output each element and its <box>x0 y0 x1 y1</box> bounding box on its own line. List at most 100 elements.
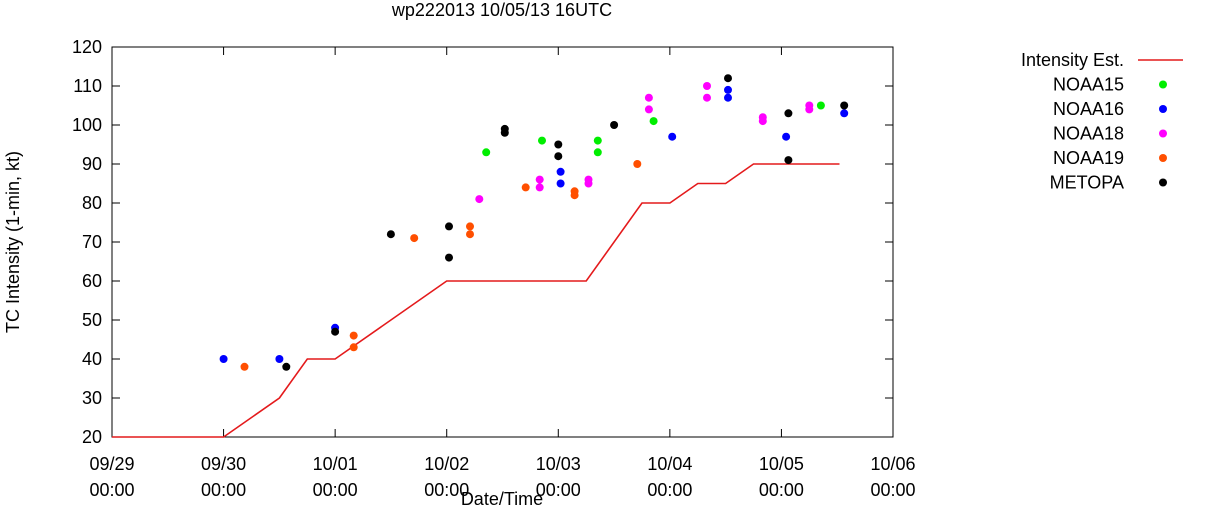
noaa15-point <box>593 148 602 157</box>
noaa15-point <box>593 136 602 145</box>
legend-label: Intensity Est. <box>1021 50 1124 70</box>
legend-item-noaa16: NOAA16 <box>1053 99 1167 119</box>
x-tick-time-label: 00:00 <box>647 480 692 500</box>
noaa19-point <box>349 343 358 352</box>
chart-title: wp222013 10/05/13 16UTC <box>391 0 612 20</box>
noaa18-point <box>758 117 767 126</box>
x-tick-date-label: 09/29 <box>89 454 134 474</box>
noaa16-point <box>724 93 732 102</box>
legend-point-swatch <box>1159 80 1167 89</box>
noaa19-point <box>521 183 530 192</box>
x-tick-date-label: 10/06 <box>870 454 915 474</box>
metopa-point <box>784 109 793 118</box>
legend-point-swatch <box>1159 154 1167 162</box>
y-axis: 20 30 40 50 60 70 80 90 100 110 120 <box>72 37 893 447</box>
series-noaa15 <box>482 101 825 157</box>
noaa19-point <box>240 362 249 371</box>
noaa19-point <box>410 234 419 243</box>
x-tick-date-label: 10/03 <box>536 454 581 474</box>
legend-label: NOAA15 <box>1053 75 1124 95</box>
noaa18-point <box>703 93 711 102</box>
x-tick-date-label: 10/02 <box>424 454 469 474</box>
noaa16-point <box>840 109 849 118</box>
metopa-point <box>386 230 395 239</box>
noaa15-point <box>482 148 491 157</box>
x-tick-date-label: 09/30 <box>201 454 246 474</box>
y-tick-label: 30 <box>82 388 102 408</box>
x-tick-time-label: 00:00 <box>424 480 469 500</box>
y-tick-label: 90 <box>82 154 102 174</box>
noaa19-point <box>466 222 474 231</box>
noaa16-point <box>668 132 677 141</box>
y-tick-label: 100 <box>72 115 102 135</box>
noaa15-point <box>816 101 825 110</box>
metopa-point <box>610 121 619 129</box>
noaa18-point <box>644 93 653 102</box>
x-tick-time-label: 00:00 <box>201 480 246 500</box>
x-tick-time-label: 00:00 <box>536 480 581 500</box>
legend-point-swatch <box>1159 129 1167 138</box>
noaa19-point <box>570 191 579 200</box>
noaa15-point <box>538 136 546 145</box>
noaa18-point <box>703 82 711 90</box>
metopa-point <box>331 327 340 336</box>
noaa16-point <box>275 355 284 363</box>
noaa16-point <box>724 85 732 94</box>
legend-point-swatch <box>1159 178 1167 187</box>
metopa-point <box>554 140 563 149</box>
noaa19-point <box>633 160 642 168</box>
legend-item-noaa15: NOAA15 <box>1053 75 1167 95</box>
noaa18-point <box>805 105 814 114</box>
noaa18-point <box>535 175 544 184</box>
metopa-point <box>282 362 291 371</box>
metopa-point <box>500 128 509 137</box>
noaa15-point <box>649 117 658 126</box>
legend: Intensity Est. NOAA15 NOAA16 NOAA18 NOAA19 ME… <box>1021 50 1183 193</box>
series-noaa18 <box>475 82 814 204</box>
legend-item-noaa18: NOAA18 <box>1053 124 1167 144</box>
plot-frame <box>111 46 894 438</box>
x-tick-date-label: 10/01 <box>313 454 358 474</box>
x-tick-date-label: 10/04 <box>647 454 692 474</box>
noaa18-point <box>535 183 544 192</box>
noaa16-point <box>556 179 565 188</box>
series-metopa <box>282 74 849 371</box>
noaa16-point <box>556 167 565 176</box>
y-tick-label: 50 <box>82 310 102 330</box>
legend-point-swatch <box>1159 105 1167 113</box>
noaa18-point <box>584 179 593 188</box>
series-noaa19 <box>240 160 642 371</box>
legend-label: NOAA16 <box>1053 99 1124 119</box>
legend-label: METOPA <box>1050 173 1124 193</box>
x-tick-time-label: 00:00 <box>313 480 358 500</box>
noaa19-point <box>349 331 358 340</box>
x-tick-time-label: 00:00 <box>759 480 804 500</box>
x-axis-label: Date/Time <box>461 489 543 509</box>
metopa-point <box>840 101 849 110</box>
y-tick-label: 40 <box>82 349 102 369</box>
y-tick-label: 120 <box>72 37 102 57</box>
y-axis-label: TC Intensity (1-min, kt) <box>3 151 23 333</box>
noaa16-point <box>219 355 228 363</box>
metopa-point <box>724 74 732 83</box>
x-tick-date-label: 10/05 <box>759 454 804 474</box>
noaa18-point <box>644 105 653 114</box>
noaa19-point <box>466 230 474 239</box>
metopa-point <box>445 253 453 262</box>
legend-item-metopa: METOPA <box>1050 173 1167 193</box>
noaa16-point <box>782 132 791 141</box>
metopa-point <box>445 222 453 231</box>
noaa18-point <box>475 195 484 204</box>
legend-item-intensity-est: Intensity Est. <box>1021 50 1183 70</box>
legend-label: NOAA18 <box>1053 124 1124 144</box>
y-tick-label: 20 <box>82 427 102 447</box>
y-tick-label: 80 <box>82 193 102 213</box>
x-tick-time-label: 00:00 <box>89 480 134 500</box>
y-tick-label: 110 <box>73 76 102 96</box>
legend-label: NOAA19 <box>1053 148 1124 168</box>
x-tick-time-label: 00:00 <box>870 480 915 500</box>
y-tick-label: 60 <box>82 271 102 291</box>
intensity-line <box>112 163 840 438</box>
y-tick-label: 70 <box>82 232 102 252</box>
